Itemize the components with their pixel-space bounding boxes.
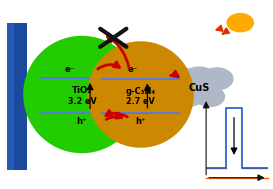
FancyBboxPatch shape [7, 23, 27, 170]
Polygon shape [87, 41, 194, 148]
FancyBboxPatch shape [7, 23, 14, 170]
Text: g-C₃N₄: g-C₃N₄ [126, 87, 156, 96]
Circle shape [174, 87, 203, 106]
Text: CuS: CuS [189, 83, 210, 93]
Text: 2.7 eV: 2.7 eV [126, 97, 155, 106]
Text: e⁻: e⁻ [64, 65, 75, 74]
Circle shape [227, 14, 253, 32]
Circle shape [179, 76, 220, 104]
Text: 3.2 eV: 3.2 eV [67, 97, 96, 106]
Text: h⁺: h⁺ [135, 117, 146, 126]
Circle shape [201, 68, 233, 90]
Text: TiO₂: TiO₂ [72, 86, 92, 95]
Text: e⁻: e⁻ [128, 65, 138, 74]
Circle shape [196, 87, 224, 106]
Text: h⁺: h⁺ [77, 117, 87, 126]
Circle shape [166, 68, 197, 90]
Polygon shape [23, 36, 141, 153]
Circle shape [182, 67, 217, 92]
